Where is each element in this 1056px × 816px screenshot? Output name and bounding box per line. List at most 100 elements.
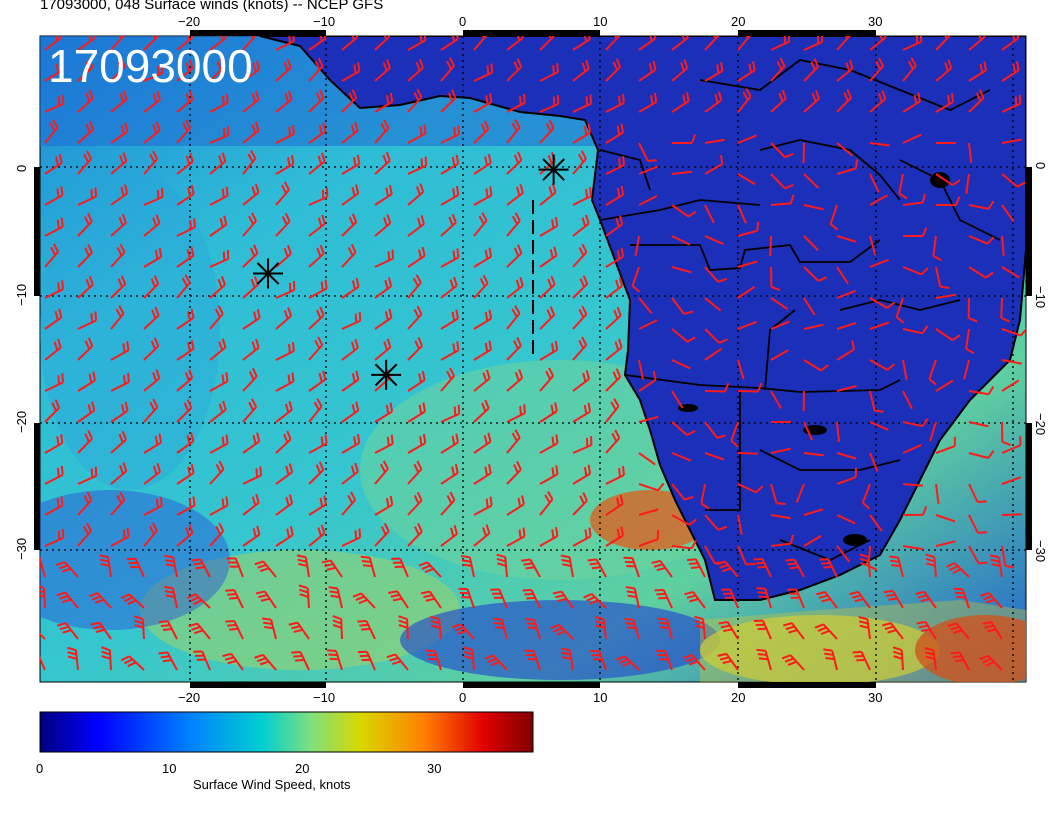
wind-barb (605, 247, 625, 268)
wind-barb (935, 36, 951, 51)
wind-barb (440, 36, 459, 51)
wind-barb (100, 646, 112, 671)
wind-barb (1001, 36, 1020, 51)
wind-barb (539, 119, 555, 144)
wind-barb (638, 36, 657, 51)
wind-barb (143, 36, 159, 51)
wind-barb (176, 496, 196, 516)
wind-barb (176, 463, 195, 485)
wind-barb (982, 621, 1003, 640)
wind-barb (1000, 297, 1010, 323)
wind-barb (935, 328, 961, 342)
wind-barb (407, 246, 426, 268)
wind-barb (1001, 61, 1020, 82)
wind-barb (176, 369, 194, 392)
wind-barb (110, 372, 130, 392)
wind-barb (40, 632, 46, 640)
wind-barb (704, 297, 722, 312)
wind-barb (110, 430, 127, 454)
wind-barb (902, 443, 922, 454)
wind-barb (44, 308, 63, 330)
wind-barb (1001, 359, 1022, 365)
wind-barb (242, 150, 257, 175)
wind-barb (572, 336, 588, 361)
lon-tick-label: −10 (313, 14, 335, 29)
wind-barb (1001, 379, 1020, 392)
wind-barb (308, 244, 325, 268)
wind-barb (902, 57, 917, 82)
wind-barb (572, 492, 588, 516)
wind-barb (1001, 513, 1023, 516)
wind-barb (980, 591, 1003, 609)
wind-barb (44, 243, 59, 268)
storm-marker-2 (371, 359, 402, 390)
wind-barb (638, 452, 656, 466)
wind-barb (473, 340, 492, 361)
wind-barb (209, 460, 225, 485)
wind-barb (539, 527, 559, 547)
wind-barb (803, 452, 824, 457)
wind-barb (803, 534, 822, 547)
wind-barb (737, 452, 759, 455)
wind-barb (671, 359, 691, 370)
wind-barb (902, 483, 924, 487)
wind-barb (968, 483, 987, 504)
lon-tick-label: −20 (178, 690, 200, 705)
wind-barb (638, 359, 644, 380)
wind-barb (572, 370, 591, 392)
wind-barb (929, 421, 937, 442)
wind-barb (440, 525, 458, 547)
wind-barb (836, 452, 857, 460)
wind-barb (605, 36, 621, 51)
wind-barb (341, 243, 357, 268)
wind-barb (858, 616, 871, 640)
wind-barb (770, 297, 789, 310)
wind-barb (539, 306, 556, 330)
wind-barb (407, 433, 427, 454)
wind-barb (40, 557, 46, 578)
wind-barb (718, 620, 739, 640)
wind-barb (77, 522, 92, 547)
wind-barb (357, 650, 376, 671)
wind-barb (869, 297, 895, 309)
wind-barb (242, 466, 263, 485)
wind-barb (552, 590, 574, 609)
wind-barb (242, 493, 260, 516)
wind-barb (506, 495, 525, 516)
wind-barb (605, 338, 623, 361)
wind-barb (77, 212, 93, 237)
wind-barb (704, 36, 720, 51)
wind-barb (638, 415, 659, 423)
wind-barb (275, 341, 295, 361)
wind-barb (583, 593, 607, 609)
wind-barb (143, 150, 159, 175)
wind-barb (524, 649, 541, 671)
wind-barb (407, 215, 425, 237)
lon-tick-label: 20 (731, 690, 745, 705)
wind-barb (143, 462, 161, 485)
wind-barb (704, 91, 723, 113)
wind-barb (836, 468, 857, 485)
wind-barb (869, 514, 883, 532)
wind-barb (671, 514, 697, 526)
wind-barb (44, 465, 64, 485)
wind-barb (823, 648, 838, 671)
wind-barb (209, 522, 225, 547)
wind-barb (44, 373, 65, 392)
wind-barb (638, 92, 658, 113)
wind-barb (209, 496, 229, 516)
wind-barb (770, 89, 787, 113)
colorbar (39, 711, 534, 753)
wind-barb (947, 622, 970, 640)
wind-barb (989, 554, 1003, 578)
wind-barb (803, 235, 819, 251)
wind-barb (77, 275, 94, 299)
wind-barb (869, 258, 889, 268)
lat-ticks-left: 0 −10 −20 −30 (14, 165, 29, 560)
wind-barb (638, 297, 653, 315)
wind-barb (522, 588, 541, 609)
lon-ticks-bottom: −20 −10 0 10 20 30 (178, 690, 882, 705)
wind-barb (321, 559, 343, 578)
colorbar-label: Surface Wind Speed, knots (193, 777, 351, 792)
wind-barb (44, 61, 63, 82)
